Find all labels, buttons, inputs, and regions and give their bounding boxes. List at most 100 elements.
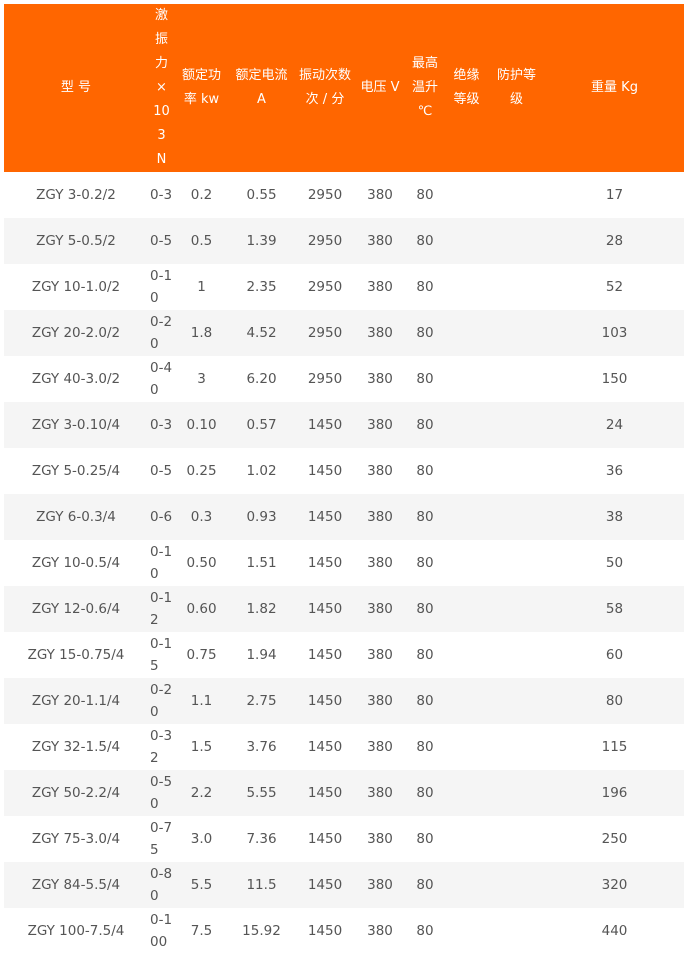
cell-temp-rise: 80 <box>405 310 445 356</box>
cell-model: ZGY 3-0.2/2 <box>36 187 116 203</box>
table-row: ZGY 15-0.75/4 0-15 0.75 1.94 1450 380 80 60 <box>4 632 684 678</box>
cell-temp-rise: 80 <box>416 187 434 203</box>
cell-power: 0.75 <box>186 647 217 663</box>
table-row: ZGY 50-2.2/4 0-50 2.2 5.55 1450 380 80 196 <box>4 770 684 816</box>
spec-table: 型 号激振力 × 10 3 N 额定功率 kw 额定电流 A 振动次数 次 / 分电压… <box>4 4 684 954</box>
cell-protection <box>488 172 545 218</box>
cell-insulation <box>445 494 488 540</box>
cell-voltage: 380 <box>367 463 393 479</box>
cell-temp-rise: 80 <box>405 678 445 724</box>
cell-insulation <box>445 678 488 724</box>
cell-force: 0-15 <box>150 636 173 674</box>
column-header-force: 激振力 × 10 3 N <box>148 4 175 172</box>
cell-power: 1.1 <box>175 678 228 724</box>
table-row: ZGY 20-1.1/4 0-20 1.1 2.75 1450 380 80 80 <box>4 678 684 724</box>
cell-temp-rise: 80 <box>405 770 445 816</box>
cell-power: 0.25 <box>186 463 217 479</box>
cell-insulation <box>445 310 488 356</box>
cell-voltage: 380 <box>367 279 393 295</box>
cell-temp-rise: 80 <box>405 586 445 632</box>
cell-power: 7.5 <box>190 923 213 939</box>
cell-insulation <box>445 908 488 954</box>
cell-vibration: 1450 <box>307 923 343 939</box>
cell-insulation <box>445 356 488 402</box>
cell-force: 0-6 <box>148 494 175 540</box>
cell-vibration: 1450 <box>295 402 355 448</box>
table-row: ZGY 6-0.3/4 0-6 0.3 0.93 1450 380 80 38 <box>4 494 684 540</box>
cell-weight: 17 <box>605 187 624 203</box>
cell-protection <box>488 816 545 862</box>
cell-voltage: 380 <box>367 923 393 939</box>
cell-power: 2.2 <box>175 770 228 816</box>
cell-voltage: 380 <box>367 555 393 571</box>
cell-temp-rise: 80 <box>416 923 434 939</box>
cell-voltage: 380 <box>355 770 405 816</box>
cell-weight: 36 <box>605 463 624 479</box>
cell-power: 1.5 <box>190 739 213 755</box>
cell-voltage: 380 <box>355 494 405 540</box>
cell-weight: 196 <box>545 770 684 816</box>
cell-vibration: 1450 <box>295 862 355 908</box>
cell-voltage: 380 <box>367 831 393 847</box>
cell-protection <box>488 632 545 678</box>
table-row: ZGY 100-7.5/4 0-100 7.5 15.92 1450 380 80 440 <box>4 908 684 954</box>
cell-current: 3.76 <box>246 739 277 755</box>
cell-weight: 440 <box>601 923 628 939</box>
cell-insulation <box>445 264 488 310</box>
cell-protection <box>488 862 545 908</box>
column-header-current: 额定电流 A <box>228 4 295 172</box>
cell-force: 0-80 <box>148 862 175 908</box>
cell-model: ZGY 3-0.10/4 <box>4 402 148 448</box>
cell-force: 0-5 <box>150 463 173 479</box>
cell-weight: 103 <box>545 310 684 356</box>
cell-temp-rise: 80 <box>405 402 445 448</box>
cell-force: 0-3 <box>148 402 175 448</box>
cell-current: 1.94 <box>246 647 277 663</box>
cell-current: 6.20 <box>246 371 277 387</box>
cell-model: ZGY 6-0.3/4 <box>4 494 148 540</box>
cell-protection <box>488 356 545 402</box>
table-row: ZGY 10-0.5/4 0-10 0.50 1.51 1450 380 80 50 <box>4 540 684 586</box>
cell-force: 0-20 <box>148 310 175 356</box>
cell-force: 0-20 <box>148 678 175 724</box>
cell-temp-rise: 80 <box>416 647 434 663</box>
cell-force: 0-50 <box>148 770 175 816</box>
cell-protection <box>488 586 545 632</box>
table-row: ZGY 3-0.2/2 0-3 0.2 0.55 2950 380 80 17 <box>4 172 684 218</box>
cell-current: 7.36 <box>246 831 277 847</box>
cell-insulation <box>445 770 488 816</box>
cell-current: 0.57 <box>228 402 295 448</box>
header-row: 型 号激振力 × 10 3 N 额定功率 kw 额定电流 A 振动次数 次 / 分电压… <box>4 4 684 172</box>
cell-weight: 58 <box>545 586 684 632</box>
cell-weight: 250 <box>601 831 628 847</box>
cell-insulation <box>445 402 488 448</box>
cell-voltage: 380 <box>355 218 405 264</box>
cell-force: 0-5 <box>148 218 175 264</box>
cell-power: 0.3 <box>175 494 228 540</box>
cell-power: 0.60 <box>175 586 228 632</box>
cell-model: ZGY 10-1.0/2 <box>31 279 121 295</box>
cell-power: 1.8 <box>175 310 228 356</box>
cell-model: ZGY 15-0.75/4 <box>27 647 125 663</box>
cell-model: ZGY 40-3.0/2 <box>31 371 121 387</box>
cell-insulation <box>445 724 488 770</box>
cell-force: 0-40 <box>150 360 173 398</box>
column-header-temp-rise: 最高温升 ℃ <box>405 4 445 172</box>
cell-current: 5.55 <box>228 770 295 816</box>
cell-current: 11.5 <box>228 862 295 908</box>
cell-temp-rise: 80 <box>405 218 445 264</box>
cell-vibration: 1450 <box>307 463 343 479</box>
cell-weight: 80 <box>545 678 684 724</box>
cell-voltage: 380 <box>355 402 405 448</box>
cell-protection <box>488 494 545 540</box>
cell-insulation <box>445 632 488 678</box>
cell-vibration: 2950 <box>307 279 343 295</box>
cell-model: ZGY 5-0.25/4 <box>31 463 121 479</box>
cell-insulation <box>445 862 488 908</box>
cell-weight: 38 <box>545 494 684 540</box>
cell-current: 2.35 <box>246 279 277 295</box>
cell-vibration: 1450 <box>295 494 355 540</box>
cell-power: 1 <box>197 279 206 295</box>
cell-model: ZGY 5-0.5/2 <box>4 218 148 264</box>
cell-protection <box>488 678 545 724</box>
